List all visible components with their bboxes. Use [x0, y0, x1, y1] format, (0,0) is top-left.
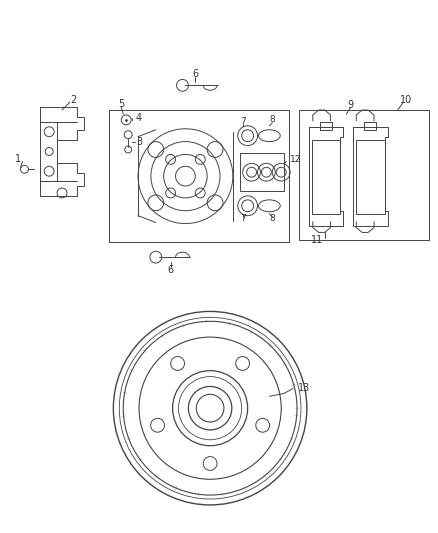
Bar	[299, 110, 429, 240]
Text: 11: 11	[311, 236, 323, 245]
Bar	[320, 122, 332, 130]
Text: 2: 2	[71, 95, 77, 105]
Text: 5: 5	[118, 99, 124, 109]
Text: 1: 1	[14, 155, 21, 164]
Bar	[240, 154, 284, 191]
Bar	[312, 140, 340, 214]
Text: 7: 7	[240, 117, 246, 126]
Bar	[356, 140, 385, 214]
Text: 4: 4	[136, 113, 142, 123]
Text: 9: 9	[347, 100, 353, 110]
Text: 6: 6	[168, 265, 174, 275]
Text: 7: 7	[240, 214, 246, 223]
Text: 8: 8	[269, 115, 275, 124]
Text: 12: 12	[290, 155, 301, 164]
Text: 3: 3	[136, 136, 142, 147]
Text: 6: 6	[192, 69, 198, 79]
Text: 8: 8	[269, 214, 275, 223]
Bar	[364, 122, 376, 130]
Text: 10: 10	[399, 95, 412, 105]
Bar	[110, 110, 289, 243]
Text: 13: 13	[298, 383, 310, 393]
